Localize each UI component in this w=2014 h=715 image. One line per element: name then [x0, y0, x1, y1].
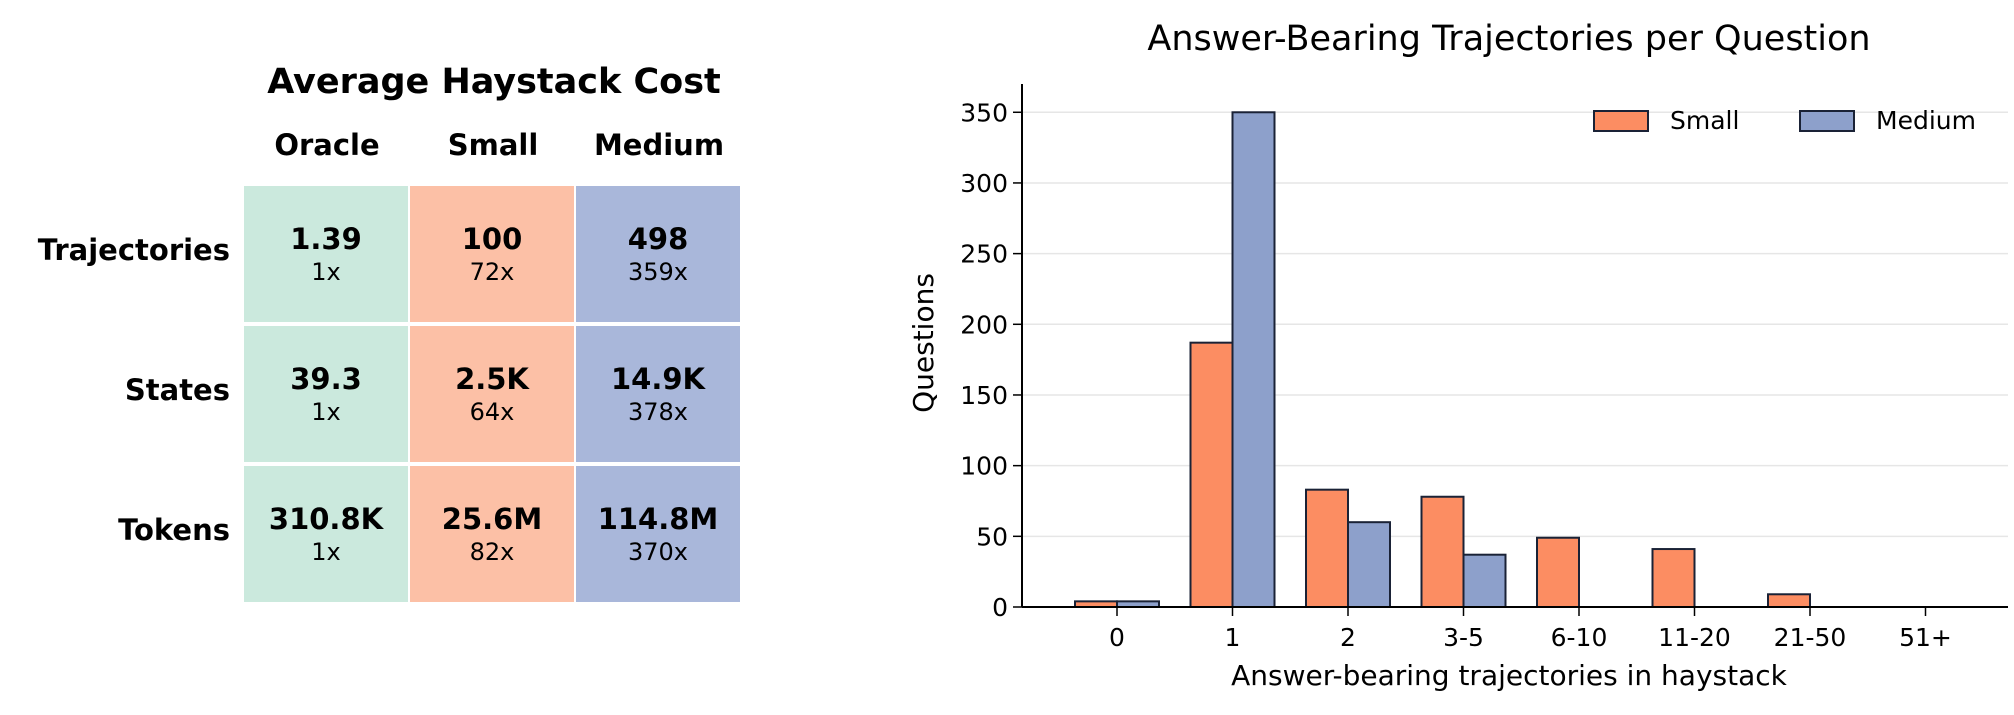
cell-trajectories-medium: 498 359x	[574, 184, 742, 324]
cell-multiplier: 378x	[627, 398, 688, 426]
column-header-oracle: Oracle	[274, 128, 380, 162]
x-tick-labels: 0 1 2 3-5 6-10 11-20 21-50 51+	[1109, 623, 1952, 652]
y-tick-label: 350	[960, 98, 1008, 127]
cell-trajectories-small: 100 72x	[408, 184, 576, 324]
legend-swatch-medium	[1799, 110, 1855, 132]
chart-title: Answer-Bearing Trajectories per Question	[1147, 19, 1870, 59]
row-header-tokens: Tokens	[118, 513, 230, 547]
x-tick-label: 6-10	[1551, 623, 1608, 652]
bar-medium	[1462, 553, 1507, 609]
cell-value: 39.3	[290, 362, 362, 396]
cell-tokens-medium: 114.8M 370x	[574, 464, 742, 604]
y-tick-label: 300	[960, 169, 1008, 198]
legend-label-medium: Medium	[1876, 106, 1976, 135]
bar-small	[1305, 488, 1349, 608]
y-tick-label: 0	[992, 593, 1008, 622]
cell-tokens-oracle: 310.8K 1x	[242, 464, 410, 604]
cell-value: 310.8K	[268, 502, 384, 536]
y-tick-label: 150	[960, 381, 1008, 410]
legend: Small Medium	[1593, 106, 1976, 135]
y-tick-label: 200	[960, 310, 1008, 339]
haystack-cost-table: Average Haystack Cost Oracle Small Mediu…	[0, 0, 780, 715]
row-header-trajectories: Trajectories	[37, 233, 230, 267]
x-tick-label: 0	[1109, 623, 1125, 652]
cell-value: 100	[461, 222, 523, 256]
cell-multiplier: 72x	[469, 258, 515, 286]
cell-value: 14.9K	[610, 362, 706, 396]
x-tick-label: 3-5	[1443, 623, 1484, 652]
y-tick-labels: 0 50 100 150 200 250 300 350	[960, 98, 1008, 622]
bar-small	[1189, 341, 1234, 608]
bar-small	[1767, 593, 1811, 609]
cell-value: 498	[627, 222, 689, 256]
row-header-states: States	[124, 373, 230, 407]
cell-value: 1.39	[290, 222, 362, 256]
y-tick-label: 50	[976, 522, 1008, 551]
y-tick-label: 250	[960, 240, 1008, 269]
table-title: Average Haystack Cost	[267, 62, 721, 102]
y-axis-label: Questions	[907, 273, 940, 413]
bar-small	[1536, 536, 1580, 609]
bar-medium	[1231, 111, 1276, 609]
column-header-small: Small	[447, 128, 539, 162]
bars	[1074, 111, 1811, 609]
x-axis-label: Answer-bearing trajectories in haystack	[1231, 659, 1787, 692]
bar-small	[1420, 495, 1465, 608]
x-tick-label: 51+	[1899, 623, 1952, 652]
axes	[1013, 84, 2008, 616]
cell-value: 2.5K	[455, 362, 529, 396]
cell-multiplier: 1x	[311, 258, 341, 286]
grid-lines	[1022, 111, 2008, 538]
cell-multiplier: 1x	[311, 538, 341, 566]
cell-multiplier: 64x	[469, 398, 515, 426]
legend-swatch-small	[1593, 110, 1649, 132]
cell-multiplier: 370x	[627, 538, 688, 566]
cell-multiplier: 82x	[469, 538, 515, 566]
x-tick-label: 1	[1225, 623, 1241, 652]
cell-states-small: 2.5K 64x	[408, 324, 576, 464]
x-tick-label: 21-50	[1774, 623, 1847, 652]
cell-tokens-small: 25.6M 82x	[408, 464, 576, 604]
x-tick-label: 2	[1340, 623, 1356, 652]
legend-label-small: Small	[1670, 106, 1739, 135]
cell-states-oracle: 39.3 1x	[242, 324, 410, 464]
y-tick-label: 100	[960, 452, 1008, 481]
cell-multiplier: 359x	[627, 258, 688, 286]
cell-value: 25.6M	[441, 502, 543, 536]
column-header-medium: Medium	[593, 128, 725, 162]
cell-value: 114.8M	[597, 502, 719, 536]
cell-states-medium: 14.9K 378x	[574, 324, 742, 464]
cell-multiplier: 1x	[311, 398, 341, 426]
bar-medium	[1347, 521, 1391, 609]
x-tick-label: 11-20	[1658, 623, 1731, 652]
bar-small	[1651, 548, 1696, 609]
